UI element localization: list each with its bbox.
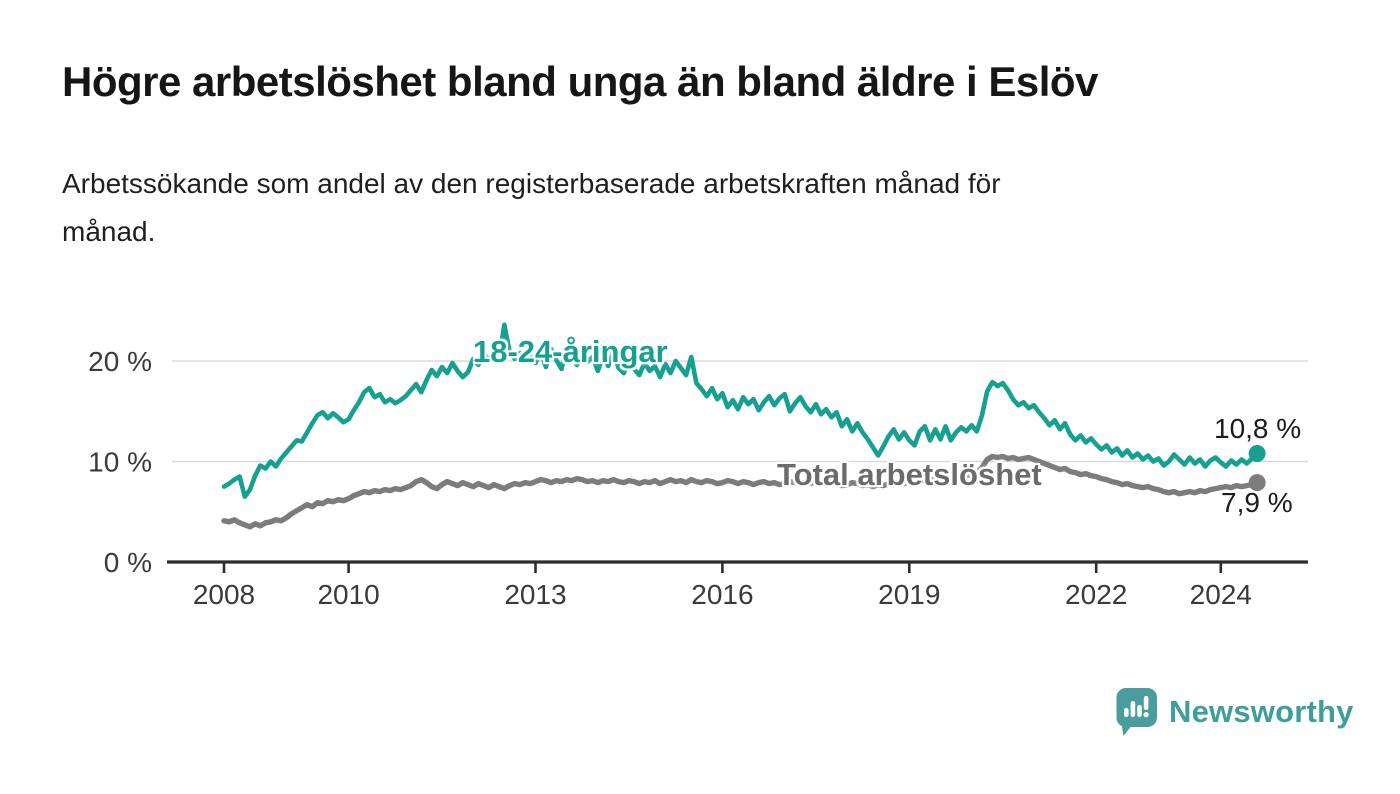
x-axis-tick-label: 2016: [691, 579, 753, 610]
y-axis-tick-label: 20 %: [88, 346, 152, 377]
series-end-dot-18-24: [1248, 444, 1266, 462]
series-end-dot-total: [1248, 474, 1266, 492]
page-title: Högre arbetslöshet bland unga än bland ä…: [62, 58, 1098, 105]
newsworthy-logo: Newsworthy: [1116, 687, 1354, 737]
series-line-18-24: [221, 322, 1260, 500]
newsworthy-logo-text: Newsworthy: [1169, 694, 1354, 729]
x-axis-tick-label: 2008: [193, 579, 255, 610]
end-value-label-18-24: 10,8 %: [1214, 413, 1302, 444]
newsworthy-logo-icon: [1116, 688, 1157, 736]
chart-subtitle: Arbetssökande som andel av den registerb…: [62, 168, 1001, 247]
end-value-label-total: 7,9 %: [1221, 487, 1293, 518]
x-axis-tick-label: 2010: [317, 579, 379, 610]
x-axis-tick-label: 2022: [1065, 579, 1127, 610]
series-label-total: Total arbetslöshet: [777, 457, 1042, 492]
y-axis-tick-label: 10 %: [88, 447, 152, 478]
x-axis-tick-label: 2024: [1190, 579, 1252, 610]
series-label-18-24: 18-24-åringar: [473, 334, 668, 369]
x-axis-tick-label: 2019: [878, 579, 940, 610]
series-line-total: [221, 453, 1260, 530]
y-axis-tick-label: 0 %: [104, 547, 152, 578]
x-axis-tick-label: 2013: [504, 579, 566, 610]
